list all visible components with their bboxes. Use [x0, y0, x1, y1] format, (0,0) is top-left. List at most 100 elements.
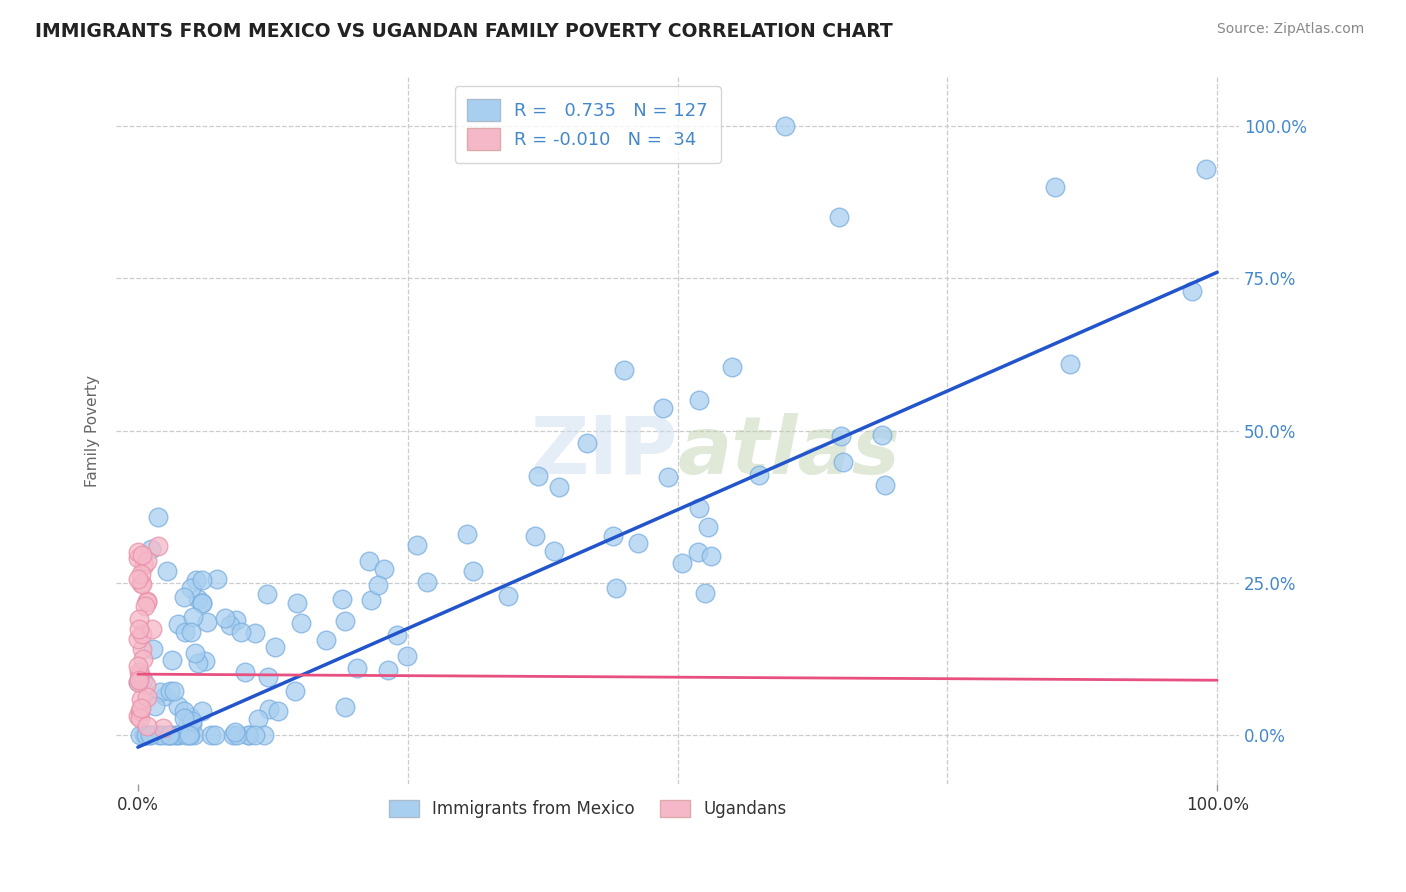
Point [169, 728, 191, 742]
Point [180, 582, 202, 596]
Point [127, 545, 149, 559]
Point [174, 728, 197, 742]
Point [671, 556, 693, 570]
Point [576, 435, 599, 450]
Point [1181, 284, 1204, 298]
Point [357, 554, 380, 568]
Point [139, 728, 162, 742]
Point [127, 632, 149, 646]
Point [128, 711, 150, 725]
Point [129, 728, 152, 742]
Point [214, 611, 236, 625]
Point [131, 577, 153, 591]
Point [152, 722, 174, 736]
Point [1195, 161, 1218, 176]
Point [156, 565, 179, 579]
Point [332, 592, 354, 607]
Point [160, 653, 183, 667]
Point [134, 728, 156, 742]
Point [128, 673, 150, 688]
Point [243, 728, 266, 742]
Point [264, 640, 287, 655]
Point [373, 562, 395, 576]
Point [191, 705, 214, 719]
Point [136, 690, 159, 704]
Point [149, 685, 172, 699]
Point [346, 661, 368, 675]
Point [183, 728, 205, 742]
Point [141, 622, 163, 636]
Point [367, 577, 389, 591]
Point [167, 616, 190, 631]
Point [127, 675, 149, 690]
Point [131, 673, 153, 688]
Point [229, 624, 252, 639]
Point [360, 593, 382, 607]
Point [139, 541, 162, 556]
Point [131, 642, 153, 657]
Point [128, 622, 150, 636]
Point [131, 626, 153, 640]
Point [146, 509, 169, 524]
Y-axis label: Family Poverty: Family Poverty [86, 375, 100, 487]
Point [132, 726, 155, 740]
Point [148, 728, 170, 742]
Point [159, 728, 181, 742]
Point [163, 683, 186, 698]
Point [527, 468, 550, 483]
Point [176, 714, 198, 729]
Point [1059, 357, 1081, 371]
Point [688, 393, 710, 408]
Point [548, 480, 571, 494]
Point [253, 728, 276, 742]
Point [127, 675, 149, 690]
Point [224, 725, 246, 739]
Point [180, 714, 202, 729]
Point [127, 658, 149, 673]
Point [139, 728, 162, 742]
Point [174, 625, 197, 640]
Point [830, 429, 852, 443]
Legend: Immigrants from Mexico, Ugandans: Immigrants from Mexico, Ugandans [382, 793, 793, 825]
Point [686, 545, 709, 559]
Point [143, 699, 166, 714]
Point [146, 539, 169, 553]
Point [136, 594, 159, 608]
Point [1045, 180, 1067, 194]
Point [688, 500, 710, 515]
Point [179, 710, 201, 724]
Point [187, 656, 209, 670]
Point [159, 728, 181, 742]
Point [463, 564, 485, 578]
Point [828, 211, 851, 225]
Text: ZIP: ZIP [530, 413, 678, 491]
Point [184, 646, 207, 660]
Point [612, 362, 634, 376]
Point [127, 572, 149, 586]
Point [226, 728, 249, 742]
Point [238, 728, 260, 742]
Point [129, 692, 152, 706]
Point [157, 728, 180, 742]
Point [194, 654, 217, 668]
Point [195, 615, 218, 630]
Point [187, 592, 209, 607]
Point [602, 529, 624, 543]
Point [135, 554, 157, 568]
Point [153, 689, 176, 703]
Point [128, 665, 150, 679]
Point [150, 728, 173, 742]
Point [181, 717, 204, 731]
Point [135, 595, 157, 609]
Point [377, 663, 399, 677]
Point [236, 728, 259, 742]
Point [131, 700, 153, 714]
Point [127, 709, 149, 723]
Point [657, 470, 679, 484]
Point [284, 684, 307, 698]
Point [333, 700, 356, 714]
Point [200, 728, 222, 742]
Point [257, 701, 280, 715]
Point [605, 581, 627, 595]
Point [131, 549, 153, 563]
